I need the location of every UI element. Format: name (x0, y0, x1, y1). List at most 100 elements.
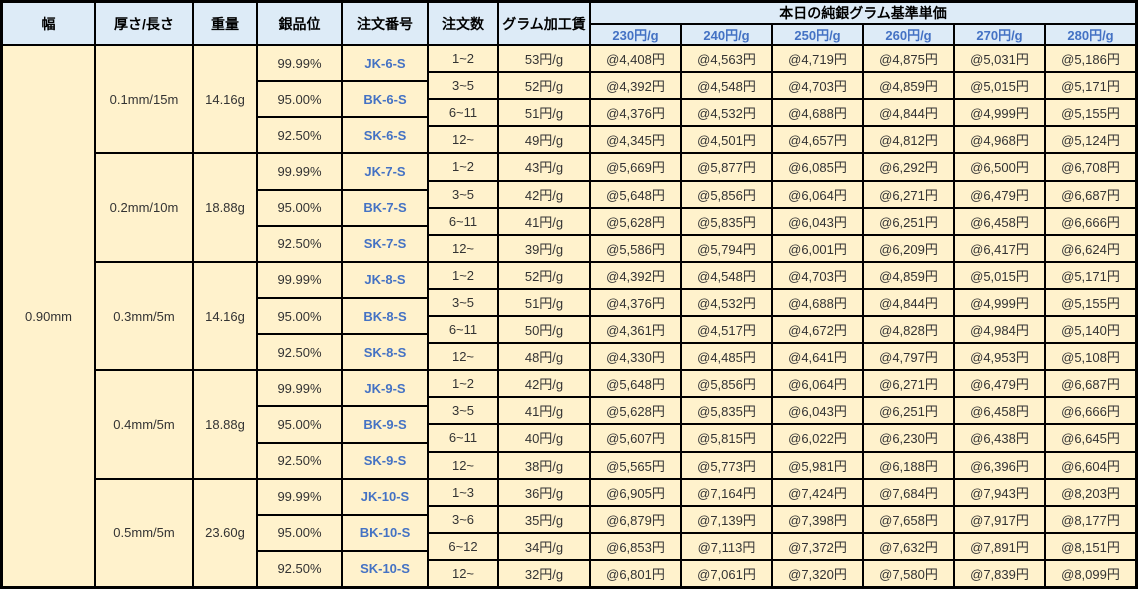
thickness-groups: 0.1mm/15m 14.16g 99.99% JK-6-S 95.00% BK-6-S 9… (96, 46, 1135, 587)
order-quantity-cell: 6~11 (429, 425, 499, 451)
price-column-header: 270円/g (955, 25, 1046, 44)
order-quantity-cell: 1~2 (429, 46, 499, 72)
unit-price-cell: @7,398円 (773, 506, 864, 532)
gram-fee-cell: 51円/g (499, 100, 591, 126)
unit-price-cell: @4,641円 (773, 344, 864, 370)
unit-price-cell: @5,155円 (1061, 106, 1120, 122)
width-value-cell: 0.90mm (3, 46, 96, 586)
group-row: 0.5mm/5m 23.60g 99.99% JK-10-S 95.00% BK-10-S… (96, 477, 1135, 587)
purity-order-row: 99.99% JK-10-S (258, 479, 429, 514)
unit-price-cell: @6,458円 (955, 398, 1046, 424)
unit-price-cell: @5,981円 (773, 452, 864, 478)
price-column-header: 280円/g (1067, 28, 1114, 43)
quantity-price-row: 3~5 52円/g @4,392円 @4,548円 @4,703円 @4,859円 @5,0… (429, 71, 1135, 99)
unit-price-cell: @6,085円 (773, 154, 864, 180)
quantity-price-row: 1~2 52円/g @4,392円 @4,548円 @4,703円 @4,859円 @5,0… (429, 262, 1135, 288)
quantity-price-row: 12~ 38円/g @5,565円 @5,773円 @5,981円 @6,188円 @6,3… (429, 450, 1135, 478)
unit-price-cell: @6,022円 (773, 425, 864, 451)
unit-price-cell: @6,624円 (1061, 241, 1120, 257)
purity-cell: 99.99% (258, 479, 343, 514)
gram-fee-cell: 38円/g (499, 452, 591, 478)
unit-price-cell: @4,376円 (591, 289, 682, 316)
unit-price-cell: @5,835円 (682, 398, 773, 424)
unit-price-cell: @7,113円 (682, 533, 773, 559)
unit-price-cell: @7,891円 (955, 533, 1046, 559)
unit-price-cell: @5,856円 (682, 181, 773, 207)
purity-order-row: 99.99% JK-6-S (258, 46, 429, 81)
gram-fee-cell: 40円/g (499, 425, 591, 451)
order-quantity-cell: 3~5 (429, 289, 499, 316)
unit-price-cell: @7,164円 (682, 479, 773, 505)
order-quantity-cell: 1~3 (429, 479, 499, 505)
gram-fee-cell: 42円/g (499, 371, 591, 397)
purity-cell: 99.99% (258, 371, 343, 406)
unit-price-cell: @4,485円 (682, 344, 773, 370)
order-number-cell: BK-6-S (343, 82, 429, 117)
unit-price-cell: @6,292円 (864, 154, 955, 180)
unit-price-cell: @4,812円 (864, 127, 955, 153)
gram-fee-cell: 53円/g (499, 46, 591, 72)
gram-fee-cell: 52円/g (499, 73, 591, 99)
purity-cell: 92.50% (258, 118, 343, 153)
unit-price-cell: @4,392円 (591, 262, 682, 288)
purity-order-row: 92.50% SK-7-S (258, 224, 429, 261)
order-quantity-cell: 1~2 (429, 154, 499, 180)
unit-price-cell: @5,856円 (682, 371, 773, 397)
unit-price-cell: @5,648円 (591, 181, 682, 207)
unit-price-cell: @4,532円 (682, 289, 773, 316)
unit-price-cell: @7,580円 (864, 560, 955, 587)
purity-cell: 95.00% (258, 407, 343, 442)
gram-fee-cell: 51円/g (499, 289, 591, 316)
unit-price-cell: @4,953円 (955, 344, 1046, 370)
unit-price-cell: @7,320円 (773, 560, 864, 587)
unit-price-cell: @4,408円 (591, 46, 682, 72)
unit-price-cell: @6,043円 (773, 208, 864, 234)
order-number-cell: BK-10-S (343, 515, 429, 550)
order-number-cell: SK-10-S (343, 551, 429, 587)
unit-price-cell: @6,905円 (591, 479, 682, 505)
gram-fee-cell: 49円/g (499, 127, 591, 153)
thickness-length-cell: 0.3mm/5m (96, 262, 194, 370)
unit-price-cell: @4,844円 (864, 289, 955, 316)
header-cell-order-quantity: 注文数 (429, 3, 499, 44)
unit-price-cell: @4,703円 (773, 73, 864, 99)
order-quantity-cell: 3~6 (429, 506, 499, 532)
unit-price-cell: @6,438円 (955, 425, 1046, 451)
unit-price-cell: @5,108円 (1061, 350, 1120, 366)
unit-price-cell: @6,604円 (1061, 458, 1120, 474)
purity-cell: 99.99% (258, 46, 343, 81)
unit-price-cell: @7,684円 (864, 479, 955, 505)
purity-order-row: 95.00% BK-10-S (258, 513, 429, 550)
unit-price-cell: @5,607円 (591, 425, 682, 451)
unit-price-cell: @5,015円 (955, 73, 1046, 99)
purity-order-row: 99.99% JK-7-S (258, 154, 429, 189)
gram-fee-cell: 43円/g (499, 154, 591, 180)
order-number-cell: SK-9-S (343, 443, 429, 478)
weight-cell: 14.16g (194, 262, 258, 370)
group-row: 0.4mm/5m 18.88g 99.99% JK-9-S 95.00% BK-9-S 92… (96, 369, 1135, 478)
order-number-cell: SK-6-S (343, 118, 429, 153)
price-group-title: 本日の純銀グラム基準単価 (591, 3, 1135, 25)
price-column-header: 240円/g (682, 25, 773, 44)
order-number-cell: JK-10-S (343, 479, 429, 514)
order-number-cell: SK-7-S (343, 226, 429, 261)
purity-cell: 95.00% (258, 515, 343, 550)
purity-order-row: 95.00% BK-8-S (258, 296, 429, 334)
unit-price-cell: @5,171円 (1061, 268, 1120, 284)
quantity-price-row: 3~5 42円/g @5,648円 @5,856円 @6,064円 @6,271円 @6,4… (429, 179, 1135, 207)
unit-price-cell: @4,532円 (682, 100, 773, 126)
unit-price-cell: @6,479円 (955, 181, 1046, 207)
unit-price-cell: @4,999円 (955, 100, 1046, 126)
purity-cell: 99.99% (258, 154, 343, 189)
gram-fee-cell: 32円/g (499, 560, 591, 587)
purity-cell: 95.00% (258, 298, 343, 334)
order-quantity-cell: 3~5 (429, 398, 499, 424)
unit-price-cell: @4,719円 (773, 46, 864, 72)
order-quantity-cell: 1~2 (429, 371, 499, 397)
quantity-price-block: 1~2 42円/g @5,648円 @5,856円 @6,064円 @6,271円 @6,4… (429, 371, 1135, 478)
unit-price-cell: @6,001円 (773, 235, 864, 261)
unit-price-cell: @4,548円 (682, 262, 773, 288)
unit-price-cell: @7,424円 (773, 479, 864, 505)
unit-price-cell: @6,458円 (955, 208, 1046, 234)
unit-price-cell: @6,251円 (864, 398, 955, 424)
